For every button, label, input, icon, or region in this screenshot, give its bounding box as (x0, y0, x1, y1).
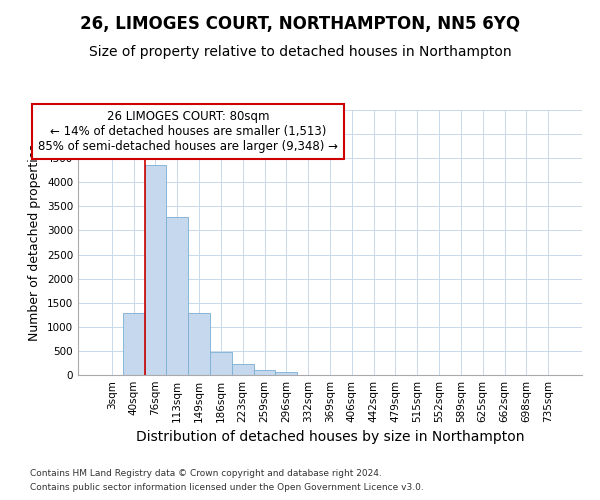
Text: Size of property relative to detached houses in Northampton: Size of property relative to detached ho… (89, 45, 511, 59)
Bar (166, 217, 188, 375)
Bar (210, 352, 232, 375)
Bar (123, 314, 145, 375)
Bar (275, 372, 297, 375)
Text: 26, LIMOGES COURT, NORTHAMPTON, NN5 6YQ: 26, LIMOGES COURT, NORTHAMPTON, NN5 6YQ (80, 15, 520, 33)
X-axis label: Distribution of detached houses by size in Northampton: Distribution of detached houses by size … (136, 430, 524, 444)
Bar (254, 370, 275, 375)
Text: 26 LIMOGES COURT: 80sqm
← 14% of detached houses are smaller (1,513)
85% of semi: 26 LIMOGES COURT: 80sqm ← 14% of detache… (38, 110, 338, 153)
Text: Contains HM Land Registry data © Crown copyright and database right 2024.: Contains HM Land Registry data © Crown c… (30, 468, 382, 477)
Y-axis label: Number of detached properties: Number of detached properties (28, 144, 41, 341)
Bar (145, 166, 166, 375)
Bar (232, 364, 254, 375)
Text: Contains public sector information licensed under the Open Government Licence v3: Contains public sector information licen… (30, 484, 424, 492)
Bar (188, 314, 210, 375)
